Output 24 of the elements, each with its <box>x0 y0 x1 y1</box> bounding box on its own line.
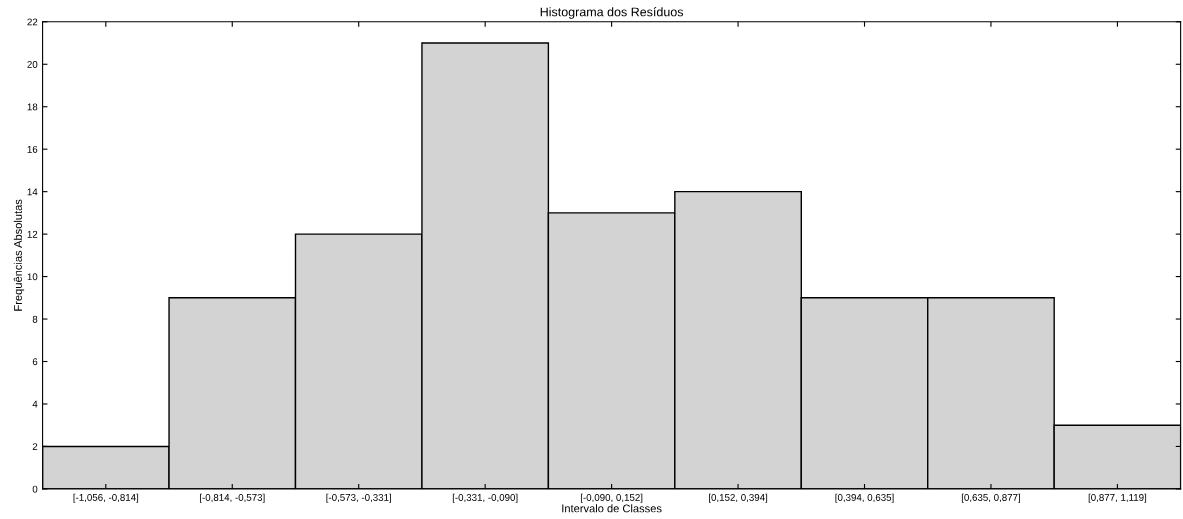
x-tick-label: [-0,814, -0,573] <box>199 493 265 503</box>
x-tick-label: [0,877, 1,119] <box>1088 493 1147 503</box>
x-axis-title: Intervalo de Classes <box>562 504 662 513</box>
y-tick-label: 20 <box>27 61 38 68</box>
x-tick-label: [0,152, 0,394] <box>709 493 768 503</box>
y-tick-label: 18 <box>27 103 38 111</box>
x-tick-label: [0,394, 0,635] <box>835 493 894 503</box>
y-axis-title: Frequências Absolutas <box>13 199 25 311</box>
y-tick-label: 2 <box>32 443 38 450</box>
y-tick-label: 14 <box>27 188 38 196</box>
y-tick-label: 0 <box>32 485 38 493</box>
y-tick-label: 8 <box>32 315 38 323</box>
y-tick-label: 4 <box>32 400 38 408</box>
y-tick-label: 22 <box>27 18 38 26</box>
x-tick-label: [-0,573, -0,331] <box>326 493 391 503</box>
y-tick-label: 6 <box>32 358 38 366</box>
x-tick-label: [-1,056, -0,814] <box>73 493 139 503</box>
y-tick-label: 12 <box>27 230 38 238</box>
y-tick-label: 10 <box>27 273 38 281</box>
chart-title: Histograma dos Resíduos <box>540 7 684 19</box>
x-tick-label: [0,635, 0,877] <box>961 493 1020 503</box>
y-tick-label: 16 <box>27 145 38 153</box>
x-tick-label: [-0,090, 0,152] <box>580 493 643 503</box>
x-tick-label: [-0,331, -0,090] <box>452 493 518 503</box>
